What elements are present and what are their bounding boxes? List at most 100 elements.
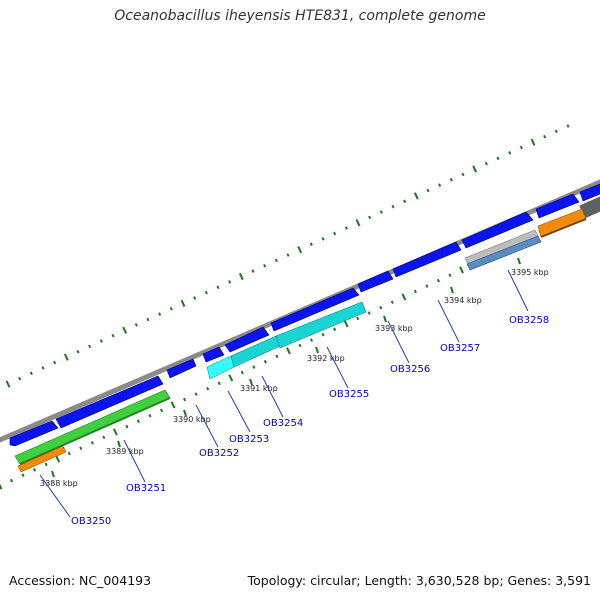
cds-arrow (9, 420, 59, 447)
ring-tick-minor (426, 188, 430, 193)
ring-tick-minor (333, 231, 337, 236)
gene-leader-line (123, 439, 146, 483)
kbp-label: 3392 kbp (307, 354, 345, 363)
ring-tick-major (63, 353, 69, 361)
kbp-tick (51, 470, 55, 478)
ring-tick-minor (425, 284, 429, 288)
ring-tick-minor (251, 269, 255, 273)
ring-tick-minor (21, 473, 25, 477)
orange-feature-edge (540, 218, 587, 238)
gene-label: OB3253 (229, 434, 269, 445)
ring-tick-minor (461, 172, 465, 177)
kbp-ruler: 3388 kbp 3389 kbp 3390 kbp 3391 kbp 3392… (40, 257, 549, 488)
ring-tick-minor (148, 413, 152, 418)
gene-leader-line (507, 269, 529, 312)
ring-tick-minor (309, 338, 314, 342)
kbp-tick (183, 409, 187, 417)
ring-tick-minor (41, 366, 45, 370)
kbp-tick (517, 257, 521, 265)
ring-tick-minor (496, 156, 500, 161)
ring-tick-major (459, 266, 464, 274)
ring-tick-major (122, 326, 128, 334)
ring-tick-minor (263, 263, 267, 268)
ring-tick-major (472, 165, 478, 173)
ring-tick-minor (216, 285, 220, 290)
genome-info-text: Topology: circular; Length: 3,630,528 bp… (247, 573, 591, 588)
kbp-label: 3388 kbp (40, 479, 78, 488)
cds-arrow (392, 241, 462, 278)
ring-tick-major (5, 380, 11, 388)
map-title: Oceanobacillus iheyensis HTE831, complet… (114, 8, 486, 24)
gene-label: OB3256 (390, 364, 430, 375)
kbp-label: 3389 kbp (106, 447, 144, 456)
ring-tick-minor (194, 392, 198, 396)
ring-tick-minor (99, 339, 103, 343)
cyan-feature (275, 301, 367, 349)
ring-tick-minor (403, 199, 407, 204)
ring-tick-minor (29, 371, 33, 376)
cds-arrow (55, 375, 164, 429)
kbp-tick (383, 315, 387, 323)
kbp-label: 3390 kbp (173, 415, 211, 424)
gene-leader-line (195, 404, 219, 448)
ring-tick-minor (67, 451, 71, 456)
cds-arrow (357, 270, 394, 293)
ring-tick-minor (274, 258, 278, 263)
kbp-tick (315, 346, 319, 354)
ring-tick-minor (53, 360, 57, 365)
ring-tick-major (180, 299, 186, 307)
ring-tick-major (355, 219, 361, 227)
kbp-tick (249, 378, 253, 386)
ring-tick-minor (88, 344, 92, 349)
gene-leader-line (39, 474, 71, 518)
kbp-label: 3395 kbp (511, 268, 549, 277)
ring-tick-minor (566, 124, 570, 128)
ring-tick-minor (252, 365, 256, 369)
cds-arrow (166, 358, 197, 379)
ring-tick-minor (298, 343, 302, 348)
ring-tick-minor (344, 226, 348, 230)
ring-tick-major (0, 483, 3, 490)
ring-tick-minor (136, 419, 141, 423)
ring-tick-minor (449, 177, 453, 182)
forward-cds-track (9, 183, 600, 447)
kbp-label: 3394 kbp (444, 296, 482, 305)
ring-tick-minor (263, 359, 267, 364)
ring-tick-minor (169, 306, 173, 311)
ring-tick-minor (206, 386, 210, 391)
ring-tick-minor (102, 435, 106, 440)
ring-tick-major (401, 293, 407, 301)
gene-label: OB3251 (126, 483, 166, 494)
cds-arrow (579, 183, 600, 202)
steel-feature (466, 235, 542, 271)
ring-tick-minor (508, 151, 512, 155)
ring-tick-minor (79, 446, 83, 450)
ring-tick-minor (379, 305, 383, 310)
ring-tick-minor (321, 332, 325, 337)
ring-tick-minor (204, 290, 208, 295)
ring-tick-minor (44, 462, 48, 467)
cds-arrow (461, 211, 534, 249)
ring-tick-minor (438, 183, 442, 187)
gene-label: OB3258 (509, 315, 549, 326)
ring-tick-minor (240, 370, 244, 375)
gene-label: OB3257 (440, 343, 480, 354)
ring-tick-minor (321, 237, 325, 241)
cds-arrow (270, 287, 360, 332)
cds-arrow (224, 326, 270, 353)
ring-tick-minor (9, 478, 14, 483)
gene-label: OB3254 (263, 418, 303, 429)
gene-label: OB3250 (71, 516, 111, 527)
ring-tick-major (238, 272, 244, 281)
ring-tick-minor (484, 161, 488, 166)
ring-tick-minor (391, 204, 395, 209)
ring-tick-minor (379, 210, 383, 214)
ring-tick-minor (309, 242, 313, 247)
gene-label: OB3252 (199, 448, 239, 459)
ring-tick-minor (183, 397, 187, 402)
kbp-label: 3393 kbp (375, 324, 413, 333)
cds-arrow (202, 346, 225, 363)
gene-leader-line (227, 390, 251, 433)
ring-tick-major (343, 320, 349, 328)
